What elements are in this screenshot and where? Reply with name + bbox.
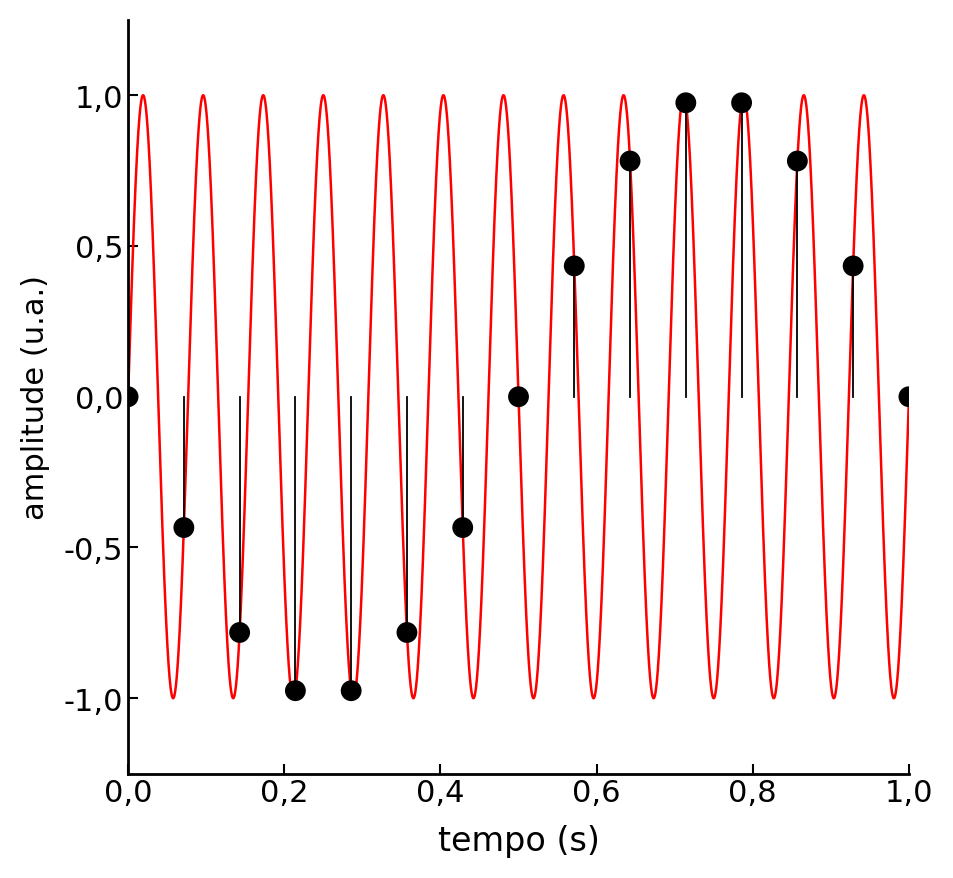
Point: [844, 260, 860, 274]
Point: [399, 626, 415, 640]
Point: [789, 155, 804, 169]
Point: [566, 260, 581, 274]
Point: [733, 97, 748, 111]
Point: [511, 390, 526, 404]
Point: [678, 97, 693, 111]
Point: [232, 626, 247, 640]
Point: [288, 684, 303, 698]
Point: [621, 155, 637, 169]
Point: [901, 390, 916, 404]
Point: [176, 521, 192, 535]
X-axis label: tempo (s): tempo (s): [437, 824, 598, 857]
Y-axis label: amplitude (u.a.): amplitude (u.a.): [21, 275, 50, 520]
Point: [455, 521, 470, 535]
Point: [343, 684, 358, 698]
Point: [120, 390, 135, 404]
